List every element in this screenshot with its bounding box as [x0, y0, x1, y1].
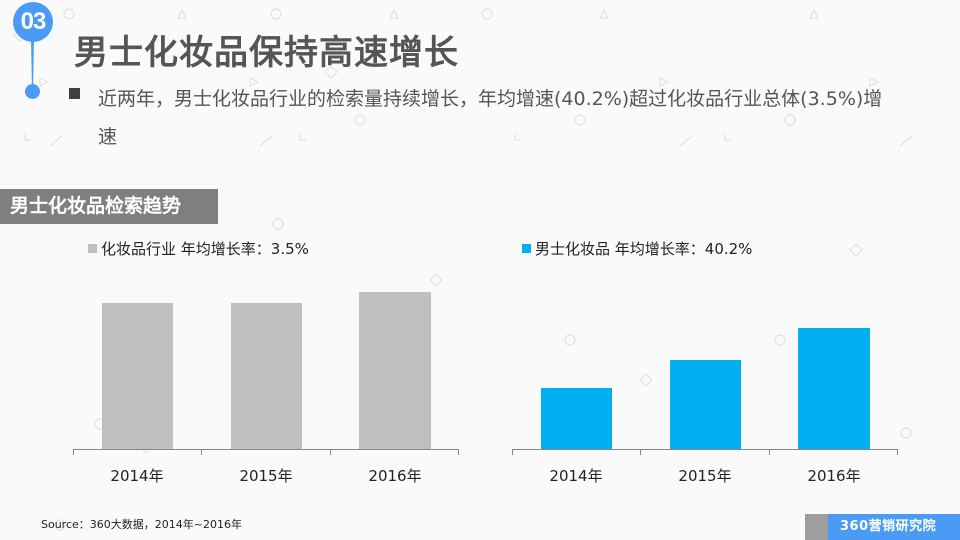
bar-2016 — [359, 292, 431, 449]
x-label: 2016年 — [807, 467, 861, 485]
section-number-badge: 03 — [13, 2, 53, 42]
bullet-square-icon — [69, 88, 80, 99]
description-text: 近两年，男士化妆品行业的检索量持续增长，年均增速(40.2%)超过化妆品行业总体… — [98, 88, 883, 148]
axis-tick — [73, 449, 74, 455]
axis-tick — [330, 449, 331, 455]
source-note: Source：360大数据，2014年~2016年 — [41, 518, 242, 531]
page-title: 男士化妆品保持高速增长 — [74, 33, 459, 73]
chart-industry: 2014年 2015年 2016年 — [73, 250, 459, 490]
bar-2016 — [798, 328, 870, 449]
legend-label: 化妆品行业 年均增长率：3.5% — [101, 240, 309, 258]
bar-2014 — [102, 303, 173, 449]
bar-2015 — [231, 303, 302, 449]
x-axis — [512, 449, 898, 450]
axis-tick — [897, 449, 898, 455]
axis-tick — [640, 449, 641, 455]
axis-tick — [458, 449, 459, 455]
bar-2014 — [541, 388, 612, 449]
brand-badge: 360营销研究院 — [805, 514, 960, 540]
section-label: 男士化妆品检索趋势 — [0, 189, 218, 224]
x-label: 2014年 — [110, 467, 164, 485]
legend-swatch-blue — [522, 244, 531, 253]
x-label: 2016年 — [368, 467, 422, 485]
x-label: 2015年 — [678, 467, 732, 485]
axis-tick — [769, 449, 770, 455]
axis-tick — [512, 449, 513, 455]
legend-swatch-gray — [88, 244, 97, 253]
pin-dot — [25, 84, 40, 99]
pin-line — [31, 38, 34, 86]
brand-label: 360营销研究院 — [828, 514, 960, 540]
x-label: 2015年 — [239, 467, 293, 485]
bar-2015 — [670, 360, 741, 449]
legend-mens: 男士化妆品 年均增长率：40.2% — [522, 238, 752, 259]
legend-label: 男士化妆品 年均增长率：40.2% — [535, 240, 753, 258]
brand-gray-block — [805, 514, 828, 540]
x-label: 2014年 — [549, 467, 603, 485]
x-axis — [73, 449, 459, 450]
legend-industry: 化妆品行业 年均增长率：3.5% — [88, 238, 309, 259]
chart-mens: 2014年 2015年 2016年 — [512, 250, 898, 490]
axis-tick — [201, 449, 202, 455]
